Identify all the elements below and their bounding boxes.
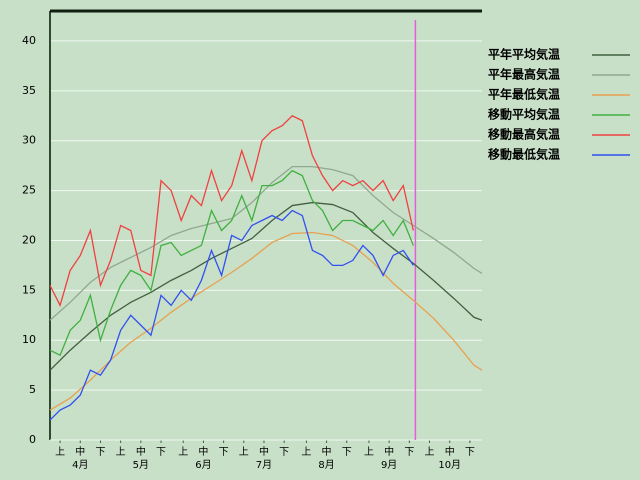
month-label: 5月	[133, 459, 149, 471]
y-tick-label: 40	[22, 34, 36, 47]
x-tick-label: 下	[342, 447, 352, 458]
y-tick-label: 0	[29, 433, 36, 446]
x-tick-label: 中	[136, 445, 146, 458]
x-tick-label: 下	[156, 447, 166, 458]
y-tick-label: 25	[22, 184, 36, 197]
legend-label: 移動最高気温	[488, 127, 560, 142]
x-tick-label: 中	[445, 445, 455, 458]
y-tick-label: 20	[22, 233, 36, 246]
x-tick-label: 上	[55, 446, 65, 458]
legend-label: 平年最低気温	[488, 87, 560, 102]
series-line	[49, 169, 414, 357]
x-tick-label: 下	[279, 447, 289, 458]
series-line	[49, 114, 414, 308]
x-tick-label: 中	[198, 445, 208, 458]
series-line	[49, 201, 483, 371]
x-tick-label: 上	[239, 446, 249, 458]
x-tick-label: 下	[95, 447, 105, 458]
x-tick-label: 上	[178, 446, 188, 458]
month-label: 10月	[438, 459, 461, 471]
x-tick-label: 中	[75, 445, 85, 458]
y-tick-label: 10	[22, 333, 36, 346]
x-tick-label: 下	[465, 447, 475, 458]
x-tick-label: 中	[384, 445, 394, 458]
x-tick-label: 下	[219, 447, 229, 458]
month-label: 6月	[195, 459, 211, 471]
month-label: 7月	[256, 459, 272, 471]
legend-label: 移動平均気温	[488, 107, 560, 122]
legend-label: 移動最低気温	[488, 147, 560, 162]
y-tick-label: 15	[22, 283, 36, 296]
month-label: 4月	[72, 459, 88, 471]
month-label: 9月	[381, 459, 397, 471]
x-tick-label: 下	[404, 447, 414, 458]
series-line	[49, 209, 414, 421]
x-tick-label: 中	[259, 445, 269, 458]
series-line	[49, 231, 483, 411]
x-tick-label: 上	[425, 446, 435, 458]
legend-label: 平年最高気温	[488, 67, 560, 82]
legend-label: 平年平均気温	[488, 47, 560, 62]
x-tick-label: 中	[322, 445, 332, 458]
month-label: 8月	[318, 459, 334, 471]
y-tick-label: 30	[22, 134, 36, 147]
x-tick-label: 上	[116, 446, 126, 458]
y-tick-label: 5	[29, 383, 36, 396]
series-line	[49, 165, 483, 321]
x-tick-label: 上	[301, 446, 311, 458]
x-tick-label: 上	[364, 446, 374, 458]
y-tick-label: 35	[22, 84, 36, 97]
